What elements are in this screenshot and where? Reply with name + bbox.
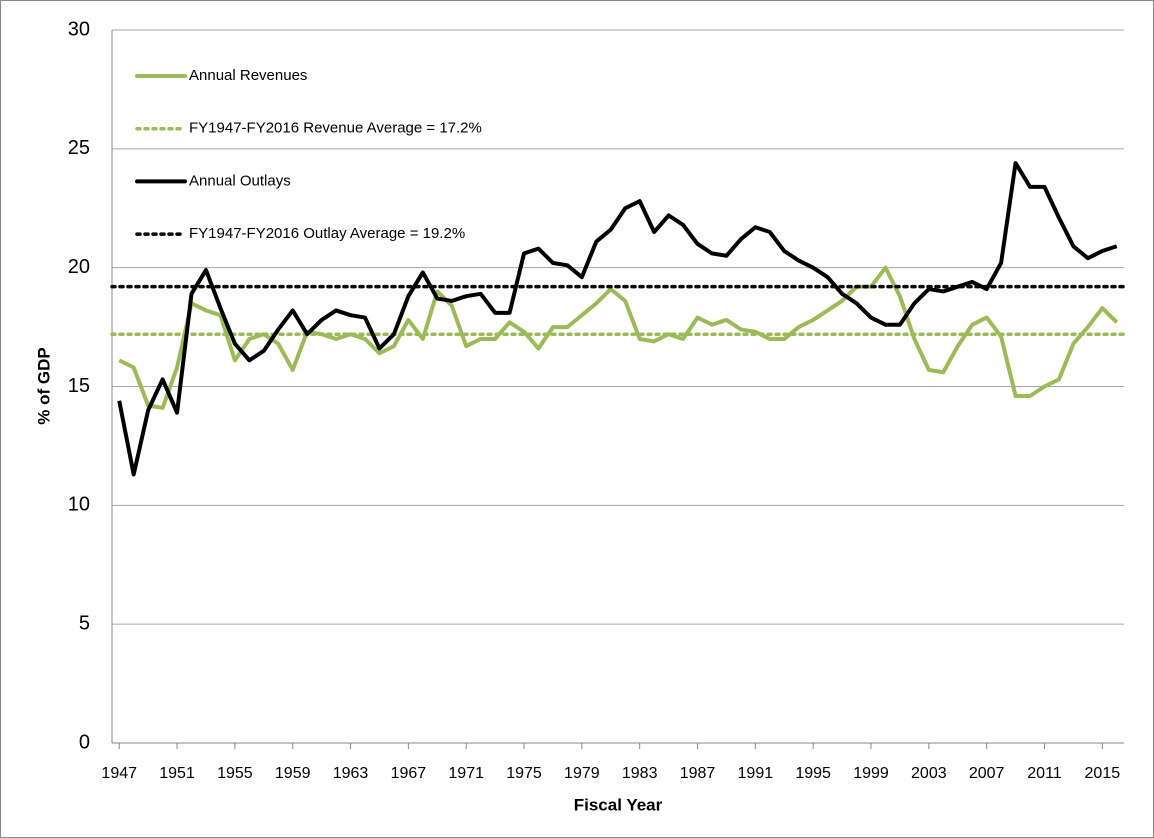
y-tick-label: 25 <box>68 137 90 159</box>
x-tick-label: 1963 <box>333 765 369 782</box>
y-axis-label: % of GDP <box>34 347 53 424</box>
y-tick-label: 15 <box>68 375 90 397</box>
y-tick-label: 20 <box>68 256 90 278</box>
x-tick-label: 1967 <box>391 765 427 782</box>
x-tick-label: 2015 <box>1085 765 1121 782</box>
x-tick-label: 1991 <box>738 765 774 782</box>
y-tick-label: 30 <box>68 18 90 40</box>
x-tick-label: 1951 <box>159 765 195 782</box>
x-tick-label: 1979 <box>564 765 600 782</box>
x-tick-label: 1975 <box>506 765 542 782</box>
x-tick-label: 1983 <box>622 765 658 782</box>
y-tick-label: 5 <box>79 612 90 634</box>
x-tick-label: 1995 <box>795 765 831 782</box>
x-tick-label: 1987 <box>680 765 716 782</box>
x-axis-label: Fiscal Year <box>574 795 663 814</box>
data-line <box>118 265 1119 410</box>
x-tick-label: 1955 <box>217 765 253 782</box>
x-tick-label: 1971 <box>448 765 484 782</box>
legend-label: Annual Outlays <box>189 172 291 189</box>
legend-label: FY1947-FY2016 Revenue Average = 17.2% <box>189 120 482 137</box>
x-tick-label: 1959 <box>275 765 311 782</box>
x-tick-label: 2007 <box>969 765 1005 782</box>
y-tick-label: 0 <box>79 731 90 753</box>
x-tick-label: 1999 <box>853 765 889 782</box>
legend-label: FY1947-FY2016 Outlay Average = 19.2% <box>189 225 465 242</box>
y-tick-label: 10 <box>68 494 90 516</box>
x-tick-label: 2011 <box>1027 765 1062 782</box>
x-tick-label: 1947 <box>101 765 137 782</box>
legend-label: Annual Revenues <box>189 67 307 84</box>
x-tick-label: 2003 <box>911 765 947 782</box>
data-line <box>117 161 1118 477</box>
